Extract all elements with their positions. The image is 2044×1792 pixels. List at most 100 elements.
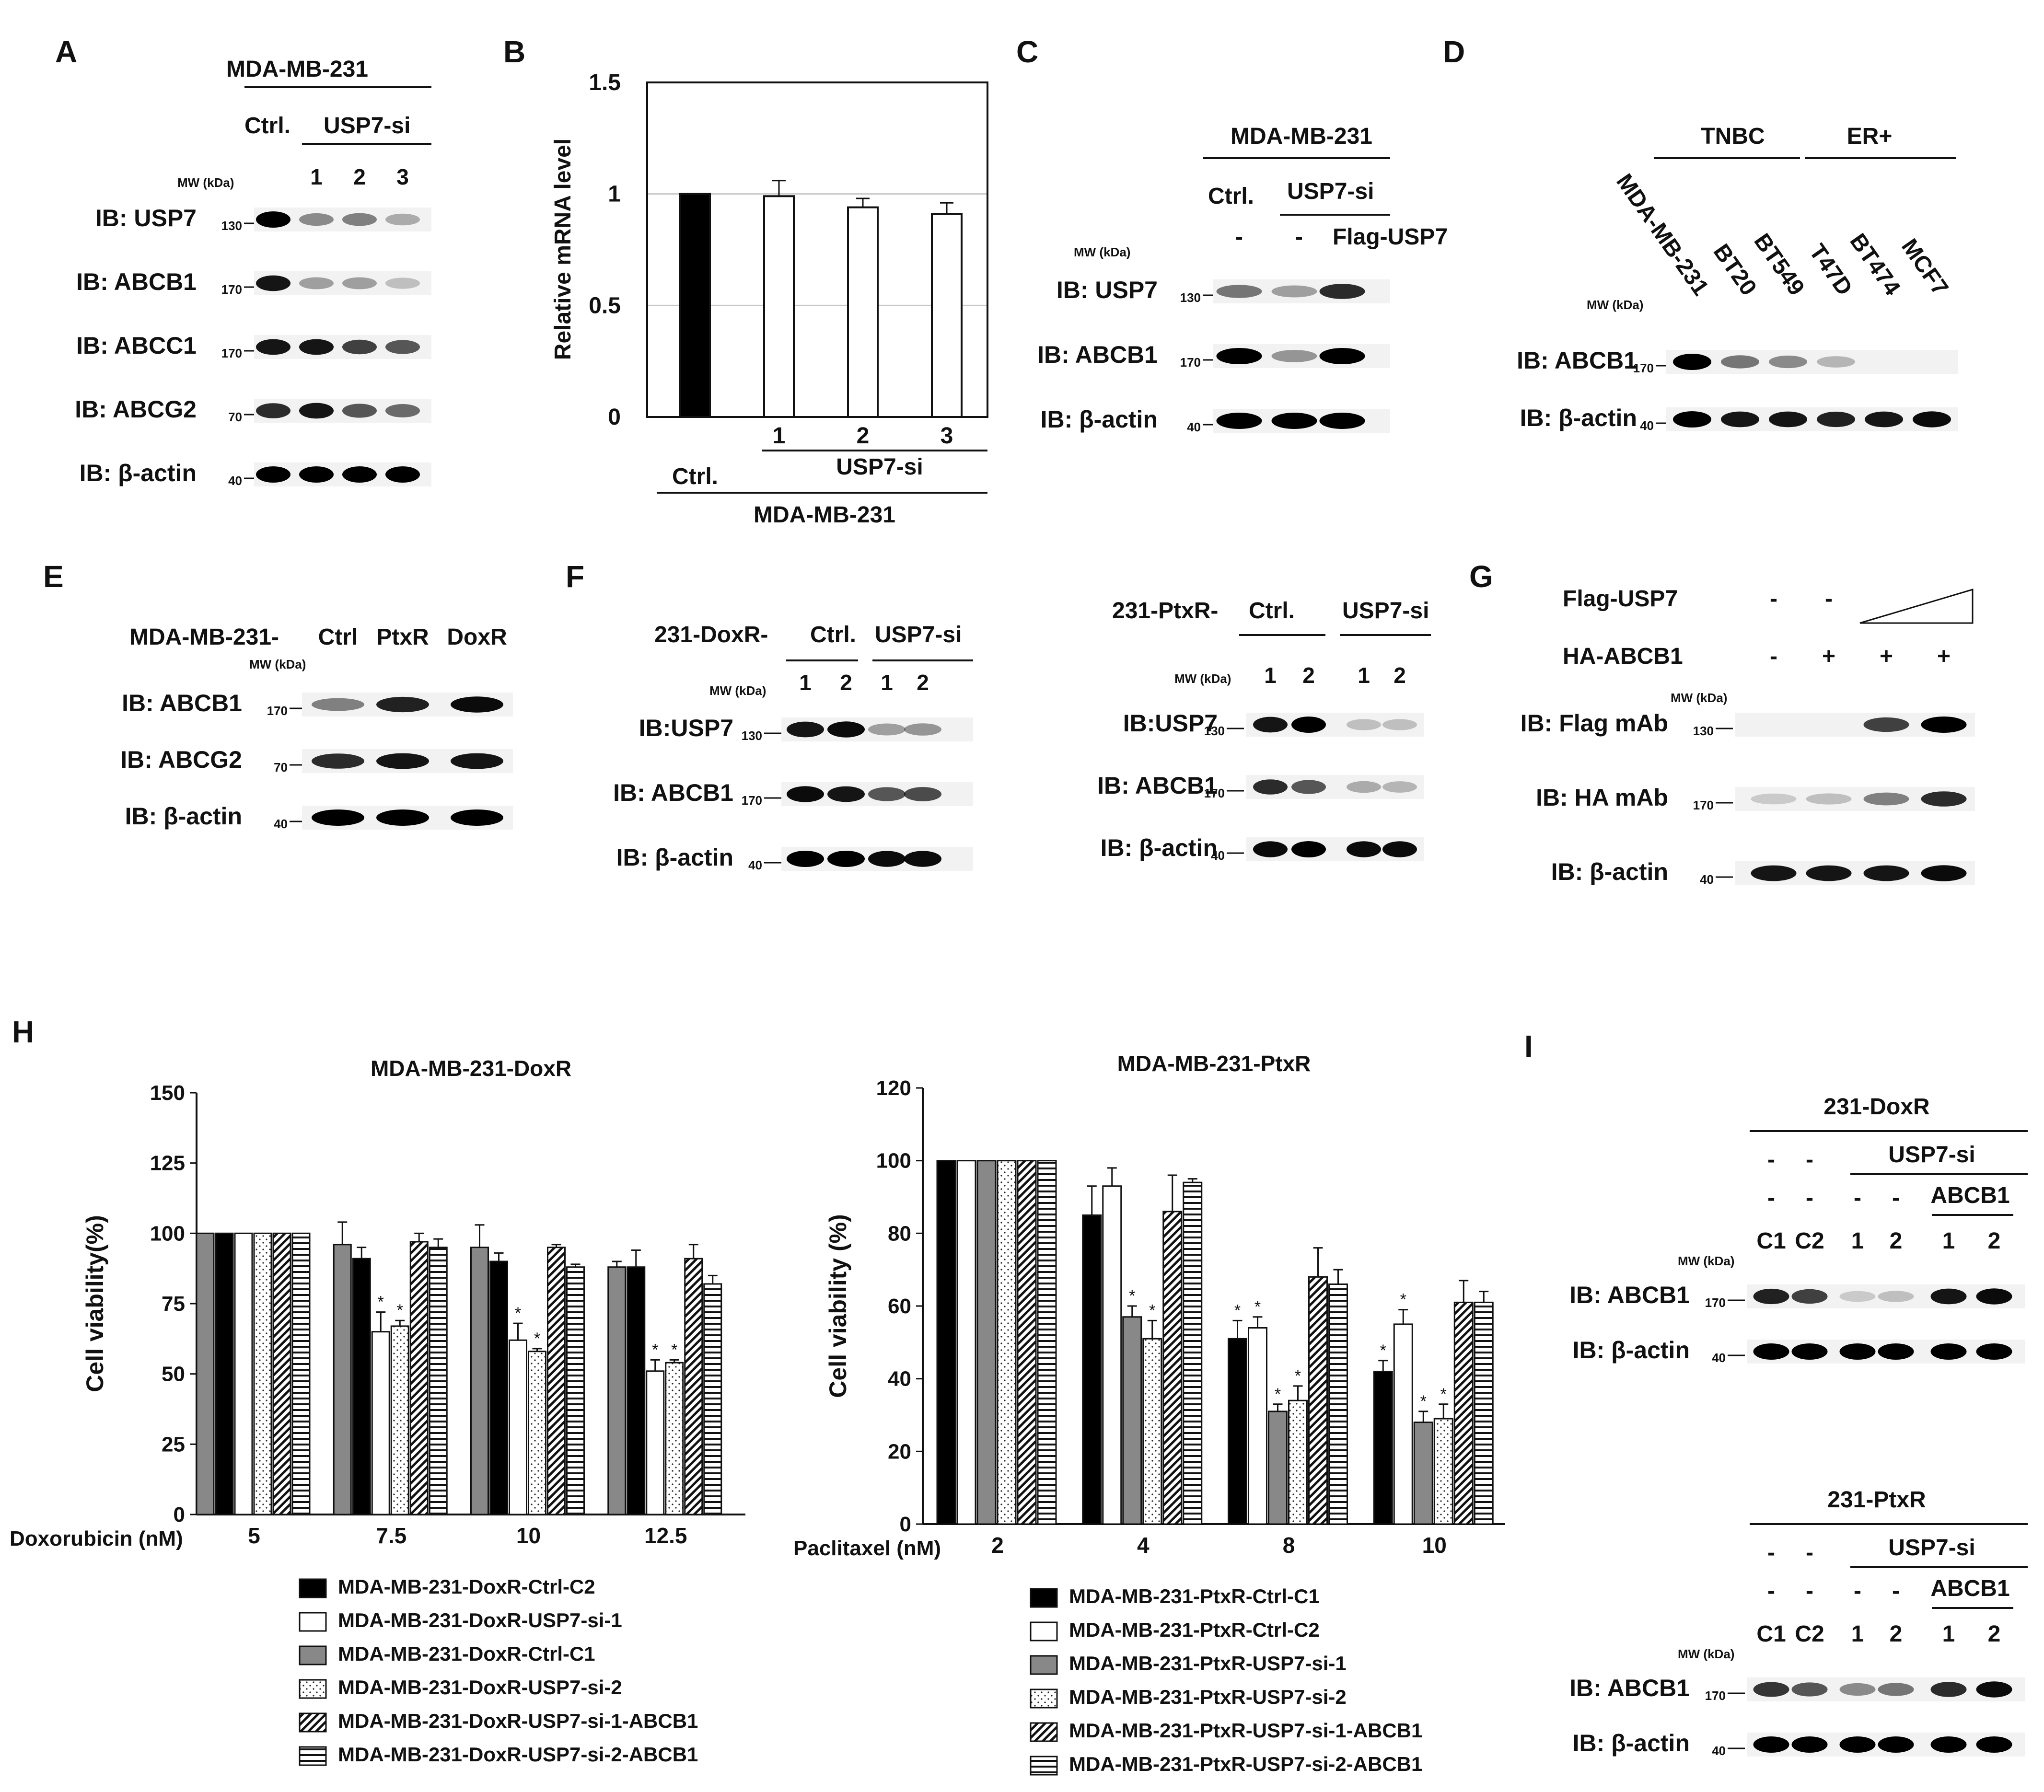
- blot-band: [1319, 348, 1365, 364]
- bar: [627, 1266, 646, 1515]
- panel-e-blots: IB: ABCB1 170 IB: ABCG2 70 IB: β-actin 40: [120, 690, 513, 831]
- blot-band: [1721, 355, 1759, 369]
- blot-row: IB: ABCB1 170: [613, 779, 973, 808]
- lane-label: 2: [353, 164, 366, 189]
- lane-label: 2: [1988, 1621, 2001, 1647]
- blot-row: IB: ABCC1 170: [76, 332, 431, 360]
- significance-mark: *: [1254, 1298, 1261, 1316]
- blot-band: [451, 696, 503, 713]
- blot-band: [299, 277, 334, 289]
- panel-i-si-label: USP7-si: [1888, 1535, 1975, 1561]
- bar: [234, 1232, 253, 1515]
- significance-mark: *: [378, 1293, 384, 1311]
- blot-band: [1673, 411, 1711, 428]
- y-tick-label: 1.5: [589, 70, 621, 95]
- panel-i-title: 231-PtxR: [1827, 1487, 1926, 1513]
- blot-antibody-label: IB: ABCG2: [120, 746, 242, 773]
- lane-label: 3: [396, 164, 409, 189]
- x-axis-label: Paclitaxel (nM): [793, 1537, 941, 1560]
- panel-g: G Flag-USP7 HA-ABCB1 MW (kDa) - - - + + + IB:…: [1469, 559, 1975, 887]
- bar: [1183, 1181, 1203, 1525]
- bar: [470, 1247, 489, 1515]
- bar: [429, 1247, 448, 1515]
- panel-c-ctrl-label: Ctrl.: [1208, 184, 1254, 209]
- blot-band: [1839, 1683, 1876, 1696]
- legend-label: MDA-MB-231-DoxR-USP7-si-1: [338, 1609, 622, 1631]
- bar: [196, 1232, 215, 1515]
- y-tick-label: 0: [608, 405, 621, 430]
- panel-d-group-tnbc: TNBC: [1701, 124, 1765, 149]
- mw-marker-label: 40: [748, 858, 762, 872]
- panel-f-dox-si: USP7-si: [875, 622, 962, 647]
- y-tick-label: 20: [888, 1440, 911, 1463]
- blot-band: [342, 213, 377, 226]
- bar: [215, 1232, 234, 1515]
- bar: [763, 195, 795, 418]
- lane-label: DoxR: [447, 624, 507, 650]
- panel-g-dose-ramp: [1859, 588, 1974, 624]
- blot-band: [385, 277, 420, 289]
- blot-antibody-label: IB: HA mAb: [1536, 784, 1668, 811]
- blot-band: [342, 277, 377, 289]
- blot-row: IB: ABCG2 70: [75, 396, 431, 424]
- mw-marker-label: 170: [1180, 355, 1201, 370]
- blot-band: [1921, 865, 1967, 881]
- blot-band: [1216, 413, 1262, 429]
- bar: [547, 1247, 566, 1515]
- x-tick-label: 2: [857, 423, 870, 449]
- significance-mark: *: [1275, 1385, 1281, 1403]
- bar: [1373, 1371, 1393, 1525]
- blot-band: [1865, 411, 1903, 428]
- blot-band: [1753, 1682, 1789, 1697]
- blot-antibody-label: IB: ABCB1: [122, 690, 242, 717]
- legend-item: MDA-MB-231-PtxR-USP7-si-1-ABCB1: [1030, 1719, 1422, 1742]
- blot-band: [1216, 285, 1262, 298]
- legend-item: MDA-MB-231-PtxR-USP7-si-2: [1030, 1686, 1347, 1709]
- blot-band: [1271, 413, 1317, 429]
- blot-band: [1878, 1343, 1914, 1360]
- legend-label: MDA-MB-231-DoxR-USP7-si-2: [338, 1676, 622, 1699]
- significance-mark: *: [1129, 1287, 1135, 1305]
- bar: [253, 1232, 272, 1515]
- blot-band: [1839, 1343, 1876, 1360]
- blot-strip: [1666, 407, 1958, 431]
- sign-label: -: [1854, 1578, 1861, 1604]
- significance-mark: *: [1420, 1392, 1427, 1410]
- bar: [956, 1160, 976, 1525]
- blot-band: [342, 404, 377, 418]
- blot-band: [1753, 1343, 1789, 1360]
- panel-b: B 0 0.5 1 1.5 Relative mRNA level 1 2 3 Ctrl. U…: [503, 35, 988, 528]
- blot-row: IB: β-actin 40: [1573, 1730, 2025, 1758]
- mw-marker-label: 40: [1211, 848, 1225, 863]
- mw-marker-label: 170: [221, 346, 242, 360]
- blot-antibody-label: IB: β-actin: [1520, 405, 1637, 431]
- y-tick-label: 150: [150, 1081, 185, 1105]
- legend-swatch: [1030, 1722, 1058, 1742]
- mw-marker-label: 40: [1640, 418, 1654, 433]
- blot-band: [1382, 719, 1417, 730]
- blot-row: IB: β-actin 40: [1551, 858, 1975, 887]
- y-tick-label: 40: [888, 1367, 911, 1391]
- bar: [409, 1241, 429, 1515]
- blot-band: [1817, 411, 1855, 428]
- blot-antibody-label: IB: ABCB1: [1097, 772, 1218, 799]
- legend-label: MDA-MB-231-PtxR-USP7-si-2: [1069, 1686, 1347, 1708]
- significance-mark: *: [397, 1301, 403, 1319]
- y-axis-label: Cell viability (%): [825, 1214, 851, 1398]
- bar: [997, 1160, 1017, 1525]
- x-tick-label: 7.5: [376, 1523, 406, 1548]
- legend-swatch: [299, 1645, 327, 1665]
- sign-label: -: [1806, 1578, 1813, 1604]
- panel-f-ptx-mw-label: MW (kDa): [1174, 671, 1231, 686]
- lane-label: MDA-MB-231: [1611, 169, 1713, 300]
- blot-antibody-label: IB:USP7: [1123, 710, 1218, 737]
- legend-item: MDA-MB-231-PtxR-Ctrl-C1: [1030, 1585, 1320, 1608]
- blot-band: [376, 696, 429, 713]
- blot-row: IB: ABCB1 170: [122, 690, 513, 718]
